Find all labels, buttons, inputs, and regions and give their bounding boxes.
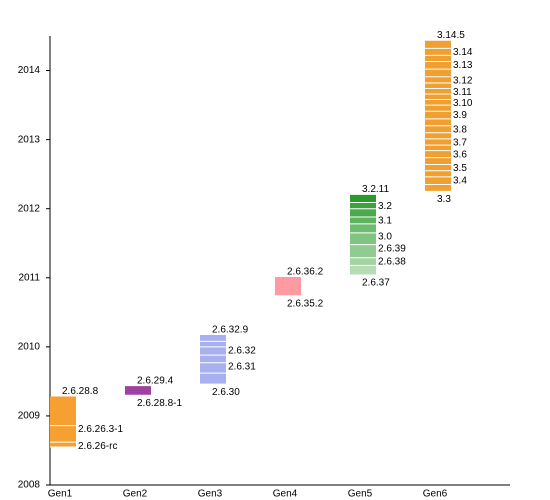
release-segment — [425, 125, 451, 133]
y-tick-label: 2008 — [18, 480, 41, 491]
release-segment — [425, 145, 451, 151]
release-segment — [350, 216, 376, 224]
release-label: 2.6.30 — [212, 387, 240, 398]
release-segment — [425, 88, 451, 95]
release-label: 3.3 — [437, 194, 451, 205]
release-segment — [425, 138, 451, 146]
release-label: 3.10 — [453, 98, 473, 109]
release-segment — [425, 118, 451, 126]
release-label: 3.13 — [453, 60, 473, 71]
release-segment — [425, 94, 451, 100]
release-segment — [200, 341, 226, 347]
release-label: 3.0 — [378, 232, 392, 243]
release-segment — [425, 99, 451, 106]
release-label: 2.6.28.8 — [62, 386, 99, 397]
release-segment — [350, 257, 376, 266]
release-segment — [425, 82, 451, 89]
release-label: 3.8 — [453, 124, 467, 135]
release-segment — [425, 157, 451, 165]
release-segment — [200, 355, 226, 363]
y-tick-label: 2012 — [18, 203, 41, 214]
y-tick-label: 2014 — [18, 65, 41, 76]
release-segment — [200, 373, 226, 385]
release-label: 3.2 — [378, 201, 392, 212]
x-tick-label: Gen4 — [273, 489, 298, 500]
release-label: 2.6.32.9 — [212, 324, 249, 335]
release-segment — [425, 150, 451, 158]
release-segment — [425, 105, 451, 112]
release-segment — [350, 208, 376, 217]
release-label: 3.9 — [453, 110, 467, 121]
release-label: 3.1 — [378, 216, 392, 227]
release-segment — [350, 265, 376, 276]
release-segment — [200, 362, 226, 374]
y-tick-label: 2013 — [18, 134, 41, 145]
release-label: 2.6.35.2 — [287, 298, 324, 309]
release-label: 3.6 — [453, 149, 467, 160]
release-segment — [50, 425, 76, 443]
release-segment — [50, 397, 76, 426]
release-label: 3.2.11 — [362, 184, 389, 195]
release-label: 3.11 — [453, 87, 472, 98]
release-label: 3.7 — [453, 138, 467, 149]
release-segment — [350, 244, 376, 258]
y-tick-label: 2011 — [18, 272, 40, 283]
release-segment — [425, 170, 451, 177]
release-segment — [125, 386, 151, 396]
release-label: 3.12 — [453, 75, 473, 86]
release-label: 2.6.26.3-1 — [78, 424, 123, 435]
release-label: 2.6.38 — [378, 256, 406, 267]
release-segment — [350, 195, 376, 203]
release-segment — [350, 223, 376, 233]
release-segment — [425, 184, 451, 192]
release-segment — [425, 55, 451, 62]
release-label: 3.14.5 — [437, 30, 465, 41]
release-label: 3.5 — [453, 163, 467, 174]
release-segment — [425, 176, 451, 185]
release-segment — [425, 76, 451, 83]
release-segment — [275, 277, 301, 296]
y-tick-label: 2010 — [18, 341, 41, 352]
release-label: 3.4 — [453, 176, 467, 187]
x-tick-label: Gen2 — [123, 489, 148, 500]
x-tick-label: Gen5 — [348, 489, 373, 500]
x-tick-label: Gen6 — [423, 489, 448, 500]
release-label: 2.6.32 — [228, 345, 256, 356]
release-segment — [50, 442, 76, 448]
release-label: 2.6.39 — [378, 243, 406, 254]
release-segment — [350, 232, 376, 245]
release-label: 3.14 — [453, 47, 473, 58]
release-segment — [425, 132, 451, 139]
release-segment — [425, 164, 451, 171]
release-label: 2.6.31 — [228, 361, 256, 372]
release-label: 2.6.28.8-1 — [137, 398, 182, 409]
release-segment — [350, 202, 376, 209]
x-tick-label: Gen3 — [198, 489, 223, 500]
x-tick-label: Gen1 — [48, 489, 73, 500]
release-label: 2.6.29.4 — [137, 376, 174, 387]
release-segment — [200, 335, 226, 342]
release-segment — [425, 69, 451, 77]
release-label: 2.6.36.2 — [287, 266, 324, 277]
release-segment — [425, 61, 451, 70]
release-segment — [425, 41, 451, 49]
release-segment — [200, 346, 226, 356]
release-label: 2.6.37 — [362, 278, 390, 289]
y-tick-label: 2009 — [18, 411, 41, 422]
release-segment — [425, 111, 451, 119]
release-segment — [425, 48, 451, 56]
release-label: 2.6.26-rc — [78, 441, 117, 452]
